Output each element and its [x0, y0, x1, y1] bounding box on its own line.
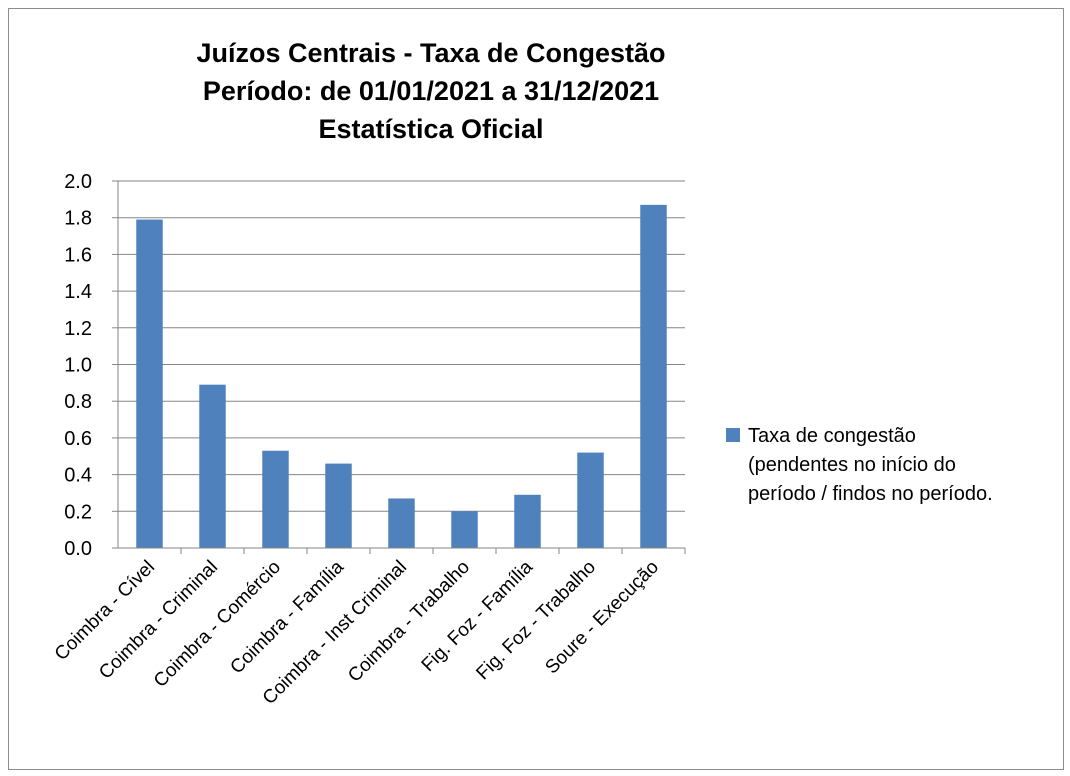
x-category-label: Coimbra - Criminal — [95, 557, 222, 684]
y-tick-label: 0.2 — [64, 501, 92, 523]
x-category-label: Soure - Execução — [541, 557, 663, 679]
chart-title: Juízos Centrais - Taxa de Congestão Perí… — [0, 34, 862, 148]
y-tick-label: 0.6 — [64, 428, 92, 450]
y-tick-label: 1.8 — [64, 208, 92, 230]
x-category-label: Fig. Foz - Família — [418, 556, 538, 676]
y-tick-label: 0.4 — [64, 465, 92, 487]
y-tick-label: 1.0 — [64, 355, 92, 377]
y-tick-label: 1.4 — [64, 281, 92, 303]
legend-line-2: (pendentes no início do — [748, 454, 956, 476]
legend-line-3: período / findos no período. — [748, 483, 993, 505]
bar — [388, 498, 415, 548]
bar — [451, 511, 478, 548]
bar — [640, 204, 667, 549]
bars — [136, 204, 667, 549]
y-tick-label: 2.0 — [64, 171, 92, 193]
bar — [136, 219, 163, 548]
x-category-label: Coimbra - Trabalho — [344, 557, 474, 687]
legend-label: Taxa de congestão (pendentes no início d… — [748, 422, 1068, 509]
x-category-label: Coimbra - Família — [226, 556, 348, 678]
x-category-label: Fig. Foz - Trabalho — [472, 557, 600, 685]
legend-line-1: Taxa de congestão — [748, 425, 916, 447]
legend-swatch-icon — [726, 428, 740, 442]
bar — [262, 450, 289, 548]
y-tick-label: 0.0 — [64, 538, 92, 560]
bar — [514, 494, 541, 548]
y-tick-label: 1.2 — [64, 318, 92, 340]
chart-title-line-3: Estatística Oficial — [318, 114, 544, 144]
chart-title-line-2: Período: de 01/01/2021 a 31/12/2021 — [202, 76, 660, 106]
y-tick-label: 0.8 — [64, 391, 92, 413]
chart-frame — [8, 8, 1064, 770]
bar — [199, 384, 226, 548]
axes — [112, 180, 686, 554]
bar — [577, 452, 604, 548]
bar — [325, 463, 352, 548]
chart-title-line-1: Juízos Centrais - Taxa de Congestão — [196, 38, 666, 68]
y-tick-label: 1.6 — [64, 244, 92, 266]
